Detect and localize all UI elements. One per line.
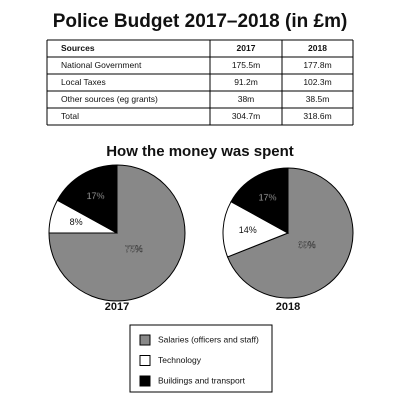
data-label: 69% (298, 240, 316, 250)
pie-slice (230, 167, 289, 234)
pie-slice (56, 164, 118, 234)
pie-title: 2018 (276, 301, 300, 313)
data-label: 14% (239, 225, 257, 235)
data-label: 8% (70, 217, 83, 227)
legend-swatch (139, 355, 151, 366)
table-cell: 38m (238, 94, 255, 104)
data-label: 17% (258, 193, 276, 203)
section-title: How the money was spent (106, 143, 294, 160)
table-cell: 177.8m (303, 60, 331, 70)
pie-slice (48, 164, 186, 302)
legend-label: Salaries (officers and staff) (158, 334, 259, 344)
table-cell: 102.3m (303, 77, 331, 87)
data-label: 75% (125, 244, 143, 254)
page-title: Police Budget 2017–2018 (in £m) (53, 11, 348, 32)
table-header: 2017 (237, 43, 256, 53)
legend-swatch (139, 375, 151, 387)
table-header: 2018 (308, 43, 327, 53)
data-label: 17% (87, 191, 105, 201)
legend-box (129, 324, 273, 393)
table-cell: Total (61, 111, 79, 121)
table-cell: National Government (61, 60, 142, 70)
table-cell: 175.5m (232, 60, 260, 70)
table-cell: 91.2m (234, 77, 258, 87)
pie-title: 2017 (105, 301, 129, 313)
table-cell: 318.6m (303, 111, 331, 121)
table-cell: Other sources (eg grants) (61, 94, 158, 104)
table-cell: 304.7m (232, 111, 260, 121)
table-cell: Local Taxes (61, 77, 106, 87)
pie-slice (222, 201, 290, 258)
table-header: Sources (61, 43, 95, 53)
legend-label: Buildings and transport (158, 375, 246, 385)
legend-swatch (139, 334, 151, 346)
pie-slice (226, 167, 354, 299)
legend-label: Technology (158, 355, 202, 365)
table-cell: 38.5m (306, 94, 330, 104)
